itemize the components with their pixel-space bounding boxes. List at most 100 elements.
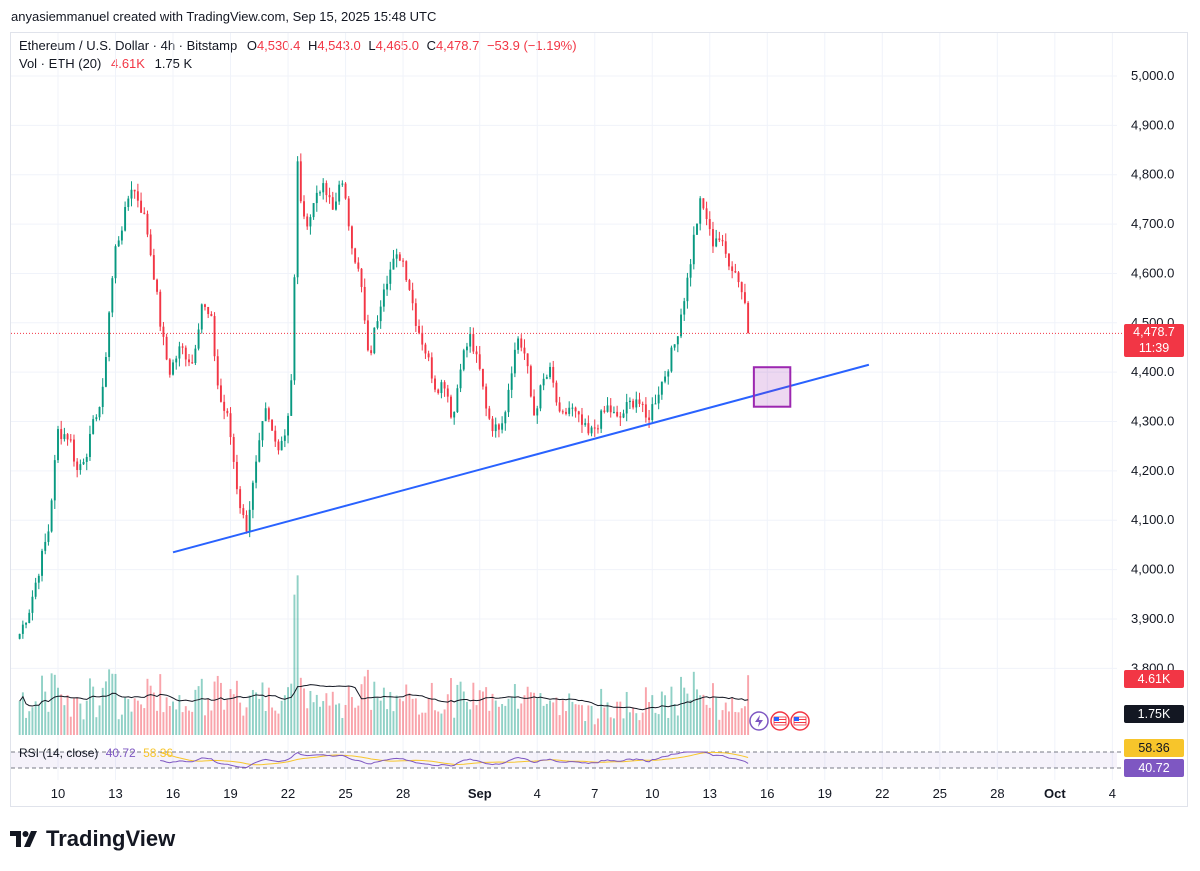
candle-body: [255, 461, 258, 483]
volume-bar: [667, 717, 670, 735]
volume-bar: [34, 701, 37, 735]
candle-body: [344, 183, 347, 199]
candle-body: [277, 441, 280, 451]
candle-body: [101, 386, 104, 407]
us-flag-icon[interactable]: [790, 711, 810, 731]
candle-body: [76, 461, 79, 470]
candle-body: [520, 338, 523, 348]
candle-body: [34, 582, 37, 597]
volume-bar: [370, 709, 373, 735]
candle-body: [309, 217, 312, 227]
price-axis[interactable]: 5,000.04,900.04,800.04,700.04,600.04,500…: [1131, 68, 1174, 675]
volume-bar: [478, 690, 481, 735]
volume-bar: [405, 684, 408, 735]
candle-body: [581, 414, 583, 425]
volume-bar: [95, 717, 98, 735]
volume-bar: [69, 716, 72, 735]
time-axis[interactable]: 10 13 16 19 22 25 28 Sep 4 7 10 13 16 19 22 25 28 Oct 4: [51, 786, 1116, 801]
demand-zone[interactable]: [752, 366, 792, 408]
volume-bar: [309, 690, 312, 735]
volume-label[interactable]: Vol · ETH (20): [19, 56, 102, 71]
volume-bar: [226, 699, 229, 735]
volume-bar: [494, 700, 497, 735]
volume-bar: [600, 688, 603, 735]
volume-bar: [357, 705, 360, 735]
volume-bars: [18, 575, 750, 735]
time-tick-label: 28: [990, 786, 1004, 801]
candle-body: [328, 195, 331, 198]
candle-body: [724, 241, 727, 254]
volume-bar: [549, 700, 551, 735]
candle-body: [184, 347, 187, 360]
candle-body: [545, 377, 548, 379]
candle-body: [702, 198, 705, 209]
volume-bar: [44, 691, 47, 735]
candle-body: [350, 226, 353, 249]
volume-bar: [108, 669, 111, 735]
us-flag-icon[interactable]: [770, 711, 790, 731]
volume-bar: [584, 721, 587, 735]
volume-bar: [53, 674, 56, 735]
candle-body: [63, 434, 66, 440]
chart-frame: [10, 32, 1188, 807]
volume-bar: [491, 693, 494, 735]
candle-body: [635, 399, 638, 408]
volume-bar: [277, 713, 280, 735]
volume-bar: [104, 681, 107, 735]
volume-bar: [446, 694, 449, 735]
volume-bar: [376, 698, 379, 735]
volume-bar: [207, 699, 210, 735]
volume-bar: [360, 684, 363, 735]
candle-body: [565, 411, 567, 414]
volume-bar: [223, 709, 226, 735]
candle-body: [737, 272, 740, 283]
volume-bar: [462, 691, 465, 735]
candle-body: [204, 304, 206, 307]
volume-bar: [440, 713, 443, 735]
volume-bar: [386, 709, 389, 735]
candle-body: [373, 327, 376, 354]
candle-body: [734, 271, 737, 273]
rsi-label[interactable]: RSI (14, close): [19, 746, 99, 760]
candle-body: [57, 429, 59, 461]
time-tick-label: 13: [703, 786, 717, 801]
candle-body: [434, 378, 436, 390]
volume-bar: [267, 687, 270, 735]
candle-body: [539, 385, 542, 409]
candle-body: [392, 258, 395, 270]
volume-bar: [689, 699, 692, 735]
candle-body: [136, 191, 139, 201]
candle-body: [258, 440, 261, 462]
volume-bar: [593, 724, 596, 735]
volume-bar: [120, 714, 123, 735]
volume-bar: [485, 687, 488, 735]
volume-bar: [219, 682, 222, 735]
candle-body: [146, 213, 149, 235]
candle-body: [357, 262, 360, 269]
volume-bar: [347, 686, 350, 735]
volume-bar: [612, 718, 615, 735]
price-tick-label: 4,600.0: [1131, 265, 1174, 280]
volume-bar: [191, 711, 194, 735]
candle-body: [600, 410, 603, 429]
volume-bar: [587, 705, 590, 735]
candle-body: [152, 255, 155, 280]
lightning-icon[interactable]: [749, 711, 769, 731]
volume-bar: [466, 701, 468, 735]
candle-body: [335, 201, 337, 210]
time-tick-label: 22: [875, 786, 889, 801]
candle-body: [325, 183, 328, 196]
volume-bar: [561, 700, 564, 735]
candle-body: [114, 246, 117, 279]
candle-body: [306, 216, 309, 227]
candle-body: [360, 268, 363, 287]
high-value: 4,543.0: [317, 38, 361, 53]
candle-body: [475, 351, 478, 355]
low-value: 4,465.0: [375, 38, 419, 53]
candle-body: [261, 421, 264, 441]
symbol-label[interactable]: Ethereum / U.S. Dollar · 4h · Bitstamp: [19, 38, 238, 53]
price-tick-label: 4,100.0: [1131, 512, 1174, 527]
candle-body: [290, 380, 293, 416]
volume-bar: [85, 700, 88, 735]
